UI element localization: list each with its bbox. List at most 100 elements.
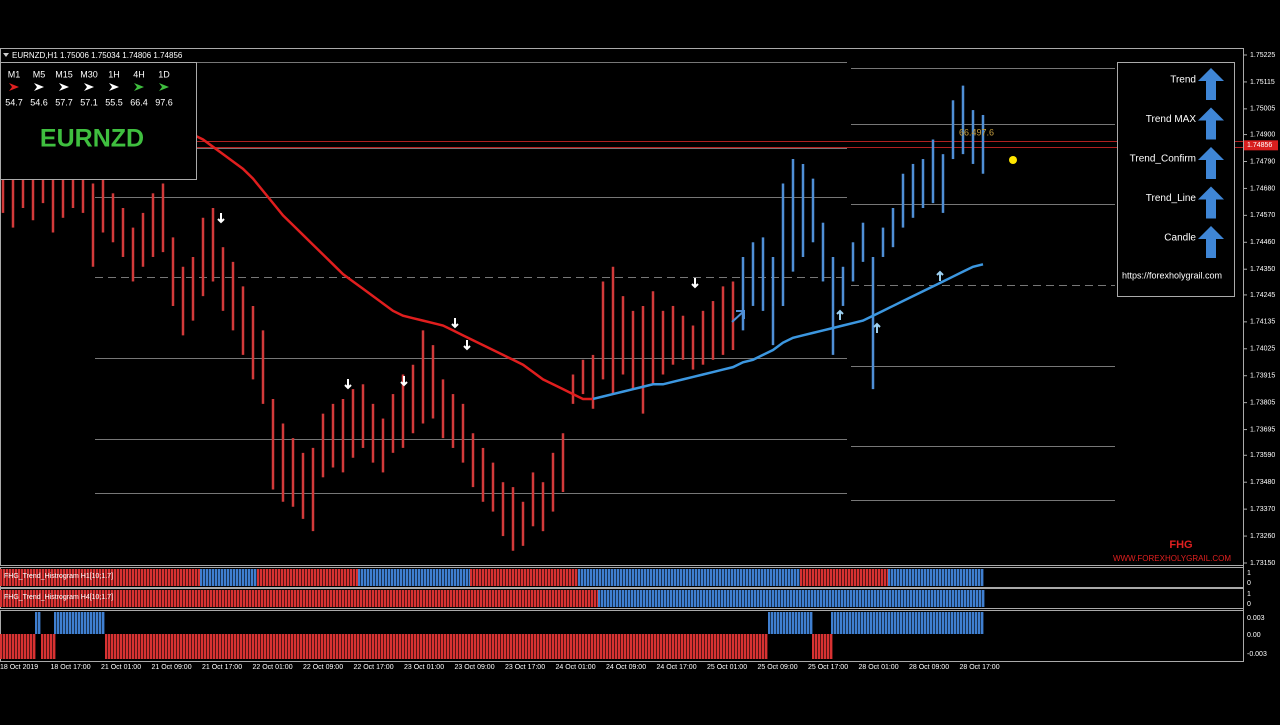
hist-bar <box>228 590 231 607</box>
hist-bar <box>195 590 198 607</box>
hist-bar <box>243 590 246 607</box>
hist-bar <box>694 590 697 607</box>
hist-bar <box>63 612 66 634</box>
hist-bar <box>764 569 767 586</box>
hist-bar <box>817 590 820 607</box>
hist-bar <box>501 634 504 659</box>
signal-arrow <box>836 309 844 320</box>
hist-bar <box>111 634 114 659</box>
hist-bar <box>857 569 860 586</box>
timeframes: M1 54.7 M5 54.6 M15 57.7 M30 57.1 1H 55.5 4H 66.4 1D… <box>5 69 173 107</box>
hist-bar <box>432 634 435 659</box>
hist-bar <box>844 590 847 607</box>
hist-bar <box>192 634 195 659</box>
hist-bar <box>209 569 212 586</box>
hist-bar <box>860 569 863 586</box>
hist-bar <box>93 569 96 586</box>
hist-bar <box>803 569 806 586</box>
hist-bar <box>18 569 21 586</box>
hist-bar <box>688 590 691 607</box>
time-label: 28 Oct 09:00 <box>909 664 949 671</box>
hist-bar <box>779 569 782 586</box>
time-label: 21 Oct 17:00 <box>202 664 242 671</box>
signal-arrow <box>873 322 881 333</box>
hist-bar <box>710 569 713 586</box>
hist-bar <box>549 590 552 607</box>
hist-bar <box>348 634 351 659</box>
hist-bar <box>394 569 397 586</box>
hist-bar <box>913 590 916 607</box>
timeframe: 1D <box>158 69 170 79</box>
hist-bar <box>720 634 723 659</box>
hist-bar <box>924 569 927 586</box>
hist-bar <box>41 634 44 659</box>
hist-bar <box>42 590 45 607</box>
hist-bar <box>609 634 612 659</box>
hist-bar <box>296 569 299 586</box>
hist-bar <box>430 569 433 586</box>
hist-bar <box>978 569 981 586</box>
hist-bar <box>12 590 15 607</box>
hist-bar <box>228 634 231 659</box>
tf-arrow <box>34 83 44 91</box>
hist-bar <box>751 590 754 607</box>
hist-bar <box>312 634 315 659</box>
hist-bar <box>227 569 230 586</box>
hist-bar <box>732 634 735 659</box>
hist-bar <box>848 569 851 586</box>
hist-bar <box>879 612 882 634</box>
hist-bar <box>897 612 900 634</box>
hist-bar <box>426 634 429 659</box>
hist-bar <box>767 569 770 586</box>
hist-bar <box>72 612 75 634</box>
hist-bar <box>524 569 527 586</box>
hist-bar <box>863 569 866 586</box>
hist-bar <box>638 569 641 586</box>
hist-bar <box>132 634 135 659</box>
hist-bar <box>270 590 273 607</box>
hist-bar <box>588 634 591 659</box>
hist-bar <box>903 612 906 634</box>
hist-bar <box>975 569 978 586</box>
hist-bar <box>459 590 462 607</box>
hist-bar <box>451 569 454 586</box>
hist-bar <box>263 569 266 586</box>
hist-bar <box>379 569 382 586</box>
hist-bar <box>47 634 50 659</box>
signal-arrow <box>1198 107 1224 140</box>
hist-bar <box>252 590 255 607</box>
hist-bar <box>156 569 159 586</box>
signal-arrow <box>217 213 225 224</box>
hist-bar <box>397 569 400 586</box>
hist-bar <box>364 569 367 586</box>
hist-bar <box>724 590 727 607</box>
hist-bar <box>607 590 610 607</box>
hist-bar <box>874 590 877 607</box>
time-label: 22 Oct 09:00 <box>303 664 343 671</box>
hist-bar <box>72 569 75 586</box>
hist-bar <box>969 612 972 634</box>
hist-bar <box>850 590 853 607</box>
hist-bar <box>297 634 300 659</box>
hist-bar <box>195 569 198 586</box>
hist-bar <box>138 569 141 586</box>
hist-bar <box>333 590 336 607</box>
hist-bar <box>276 590 279 607</box>
hist-bar <box>549 634 552 659</box>
hist-bar <box>264 634 267 659</box>
hist-bar <box>246 634 249 659</box>
hist-bar <box>479 569 482 586</box>
hist-bar <box>564 590 567 607</box>
hist-bar <box>512 569 515 586</box>
hist-bar <box>222 634 225 659</box>
hist-bar <box>658 590 661 607</box>
hist-bar <box>183 634 186 659</box>
hist-bar <box>867 612 870 634</box>
hist-bar <box>812 569 815 586</box>
hist-bar <box>629 569 632 586</box>
hist-bar <box>558 634 561 659</box>
hist-bar <box>36 569 39 586</box>
hist-bar <box>677 569 680 586</box>
hist-bar <box>444 590 447 607</box>
hist-bar <box>957 569 960 586</box>
